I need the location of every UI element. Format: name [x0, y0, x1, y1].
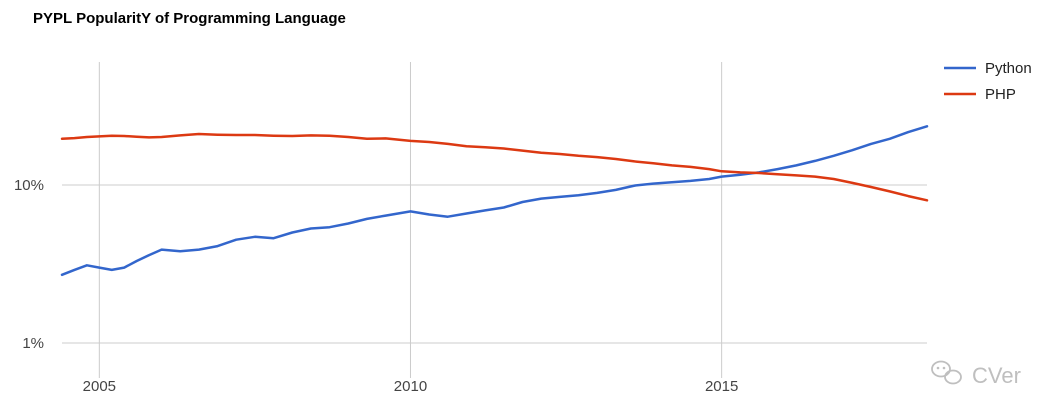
series-line-php [60, 132, 929, 202]
tick-labels: 2005 2010 2015 1% 10% [14, 177, 738, 395]
watermark: CVer [931, 360, 1021, 388]
x-tick-label: 2015 [705, 378, 738, 395]
legend-label: PHP [985, 86, 1016, 103]
legend-item-python: Python [944, 60, 1032, 77]
chart-title: PYPL PopularitY of Programming Language [33, 10, 346, 27]
legend-label: Python [985, 60, 1032, 77]
y-tick-label: 1% [22, 335, 44, 352]
x-tick-label: 2010 [394, 378, 427, 395]
legend: Python PHP [944, 60, 1032, 103]
watermark-text: CVer [972, 363, 1021, 388]
series-line-python [60, 125, 929, 277]
grid [62, 62, 927, 378]
y-tick-label: 10% [14, 177, 44, 194]
legend-item-php: PHP [944, 86, 1016, 103]
wechat-icon [931, 360, 962, 385]
series-group [60, 125, 929, 277]
x-tick-label: 2005 [83, 378, 116, 395]
